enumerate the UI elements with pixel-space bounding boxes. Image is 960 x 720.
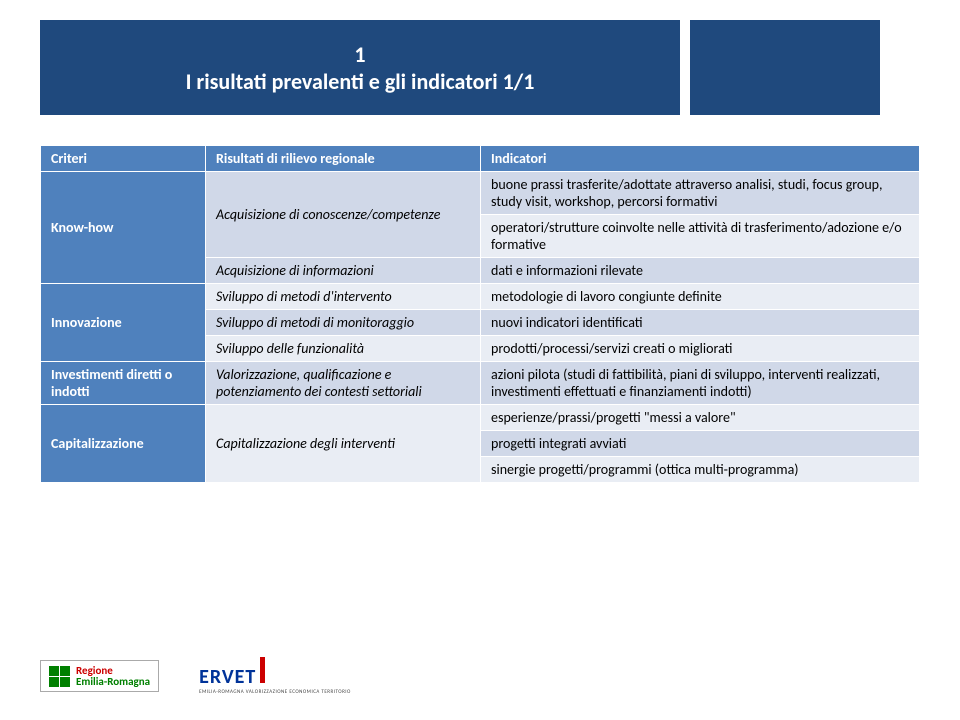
- res-cell: Sviluppo di metodi d'intervento: [206, 284, 481, 310]
- cat-capitalizzazione: Capitalizzazione: [41, 405, 206, 483]
- table-row: Capitalizzazione Capitalizzazione degli …: [41, 405, 920, 431]
- header-indicatori: Indicatori: [481, 146, 920, 172]
- table-row: Know-how Acquisizione di conoscenze/comp…: [41, 172, 920, 215]
- ind-cell: nuovi indicatori identificati: [481, 310, 920, 336]
- ervet-block: ERVET EMILIA-ROMAGNA VALORIZZAZIONE ECON…: [199, 657, 351, 695]
- res-cell: Valorizzazione, qualificazione e potenzi…: [206, 362, 481, 405]
- ind-cell: progetti integrati avviati: [481, 431, 920, 457]
- logo-ervet: ERVET EMILIA-ROMAGNA VALORIZZAZIONE ECON…: [199, 657, 351, 695]
- ervet-sub: EMILIA-ROMAGNA VALORIZZAZIONE ECONOMICA …: [199, 689, 351, 695]
- results-table: Criteri Risultati di rilievo regionale I…: [40, 145, 920, 483]
- title-number: 1: [354, 41, 365, 68]
- title-block: 1 I risultati prevalenti e gli indicator…: [40, 20, 680, 115]
- res-cell: Acquisizione di conoscenze/competenze: [206, 172, 481, 258]
- res-cell: Acquisizione di informazioni: [206, 258, 481, 284]
- rer-text: Regione Emilia-Romagna: [76, 665, 150, 687]
- title-text: I risultati prevalenti e gli indicatori …: [186, 68, 535, 95]
- ervet-bar-icon: [260, 657, 265, 683]
- ind-cell: azioni pilota (studi di fattibilità, pia…: [481, 362, 920, 405]
- ind-cell: sinergie progetti/programmi (ottica mult…: [481, 457, 920, 483]
- title-accent: [690, 20, 880, 115]
- header-criteri: Criteri: [41, 146, 206, 172]
- res-cell: Capitalizzazione degli interventi: [206, 405, 481, 483]
- ervet-main: ERVET: [199, 665, 256, 689]
- ind-cell: dati e informazioni rilevate: [481, 258, 920, 284]
- ind-cell: metodologie di lavoro congiunte definite: [481, 284, 920, 310]
- table-row: Innovazione Sviluppo di metodi d'interve…: [41, 284, 920, 310]
- rer-squares-icon: [49, 666, 70, 687]
- logo-regione-emilia-romagna: Regione Emilia-Romagna: [40, 660, 159, 692]
- ind-cell: esperienze/prassi/progetti "messi a valo…: [481, 405, 920, 431]
- ind-cell: operatori/strutture coinvolte nelle atti…: [481, 215, 920, 258]
- cat-innovazione: Innovazione: [41, 284, 206, 362]
- ind-cell: buone prassi trasferite/adottate attrave…: [481, 172, 920, 215]
- res-cell: Sviluppo delle funzionalità: [206, 336, 481, 362]
- ind-cell: prodotti/processi/servizi creati o migli…: [481, 336, 920, 362]
- res-cell: Sviluppo di metodi di monitoraggio: [206, 310, 481, 336]
- cat-investimenti: Investimenti diretti o indotti: [41, 362, 206, 405]
- header-risultati: Risultati di rilievo regionale: [206, 146, 481, 172]
- slide: 1 I risultati prevalenti e gli indicator…: [0, 0, 960, 720]
- cat-knowhow: Know-how: [41, 172, 206, 284]
- rer-line2: Emilia-Romagna: [76, 676, 150, 687]
- table-row: Investimenti diretti o indotti Valorizza…: [41, 362, 920, 405]
- footer: Regione Emilia-Romagna ERVET EMILIA-ROMA…: [40, 657, 351, 695]
- table-header-row: Criteri Risultati di rilievo regionale I…: [41, 146, 920, 172]
